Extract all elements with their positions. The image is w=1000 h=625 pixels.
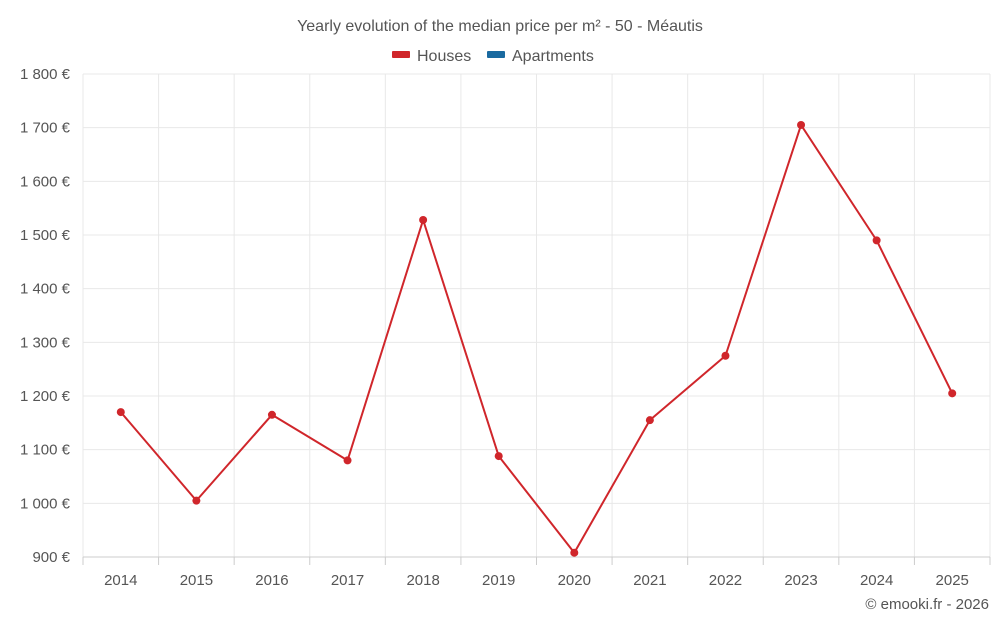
y-tick-label: 1 000 €: [20, 495, 71, 512]
y-tick-label: 1 600 €: [20, 173, 71, 190]
houses-point-2020[interactable]: [570, 548, 579, 557]
y-tick-label: 1 800 €: [20, 66, 71, 83]
y-tick-label: 1 300 €: [20, 334, 71, 351]
x-tick-label: 2014: [104, 572, 137, 589]
x-tick-label: 2023: [784, 572, 817, 589]
legend-item-houses[interactable]: Houses: [392, 48, 471, 65]
y-tick-label: 900 €: [32, 549, 70, 566]
x-tick-label: 2015: [180, 572, 213, 589]
x-tick-label: 2018: [406, 572, 439, 589]
x-tick-label: 2020: [558, 572, 591, 589]
y-axis: 900 € 1 000 € 1 100 € 1 200 € 1 300 € 1 400 €…: [20, 66, 71, 566]
legend-label-houses: Houses: [417, 48, 471, 65]
grid: [82, 73, 991, 558]
houses-point-2015[interactable]: [192, 496, 201, 505]
houses-point-2023[interactable]: [797, 120, 806, 129]
y-tick-label: 1 200 €: [20, 388, 71, 405]
houses-point-2014[interactable]: [116, 408, 125, 417]
legend-item-apartments[interactable]: Apartments: [487, 48, 594, 65]
y-tick-label: 1 500 €: [20, 227, 71, 244]
x-tick-label: 2024: [860, 572, 893, 589]
chart-title: Yearly evolution of the median price per…: [297, 18, 703, 35]
houses-point-2018[interactable]: [419, 215, 428, 224]
y-tick-label: 1 700 €: [20, 120, 71, 137]
houses-point-2019[interactable]: [494, 452, 503, 461]
houses-point-2017[interactable]: [343, 456, 352, 465]
houses-point-2021[interactable]: [645, 416, 654, 425]
x-tick-label: 2016: [255, 572, 288, 589]
legend-swatch-houses: [392, 51, 410, 58]
houses-point-2022[interactable]: [721, 351, 730, 360]
legend-label-apartments: Apartments: [512, 48, 594, 65]
houses-line: [120, 123, 954, 554]
y-tick-label: 1 400 €: [20, 281, 71, 298]
legend-swatch-apartments: [487, 51, 505, 58]
x-tick-label: 2017: [331, 572, 364, 589]
houses-point-2016[interactable]: [267, 410, 276, 419]
x-tick-label: 2021: [633, 572, 666, 589]
houses-point-2025[interactable]: [948, 389, 957, 398]
series-houses: [116, 120, 957, 557]
houses-point-2024[interactable]: [872, 236, 881, 245]
x-tick-label: 2025: [936, 572, 969, 589]
credit-text: © emooki.fr - 2026: [865, 596, 989, 613]
x-axis: 2014 2015 2016 2017 2018 2019 2020 2021 2022 2023…: [82, 556, 991, 589]
legend: Houses Apartments: [392, 48, 594, 65]
x-tick-label: 2022: [709, 572, 742, 589]
y-tick-label: 1 100 €: [20, 442, 71, 459]
x-tick-label: 2019: [482, 572, 515, 589]
